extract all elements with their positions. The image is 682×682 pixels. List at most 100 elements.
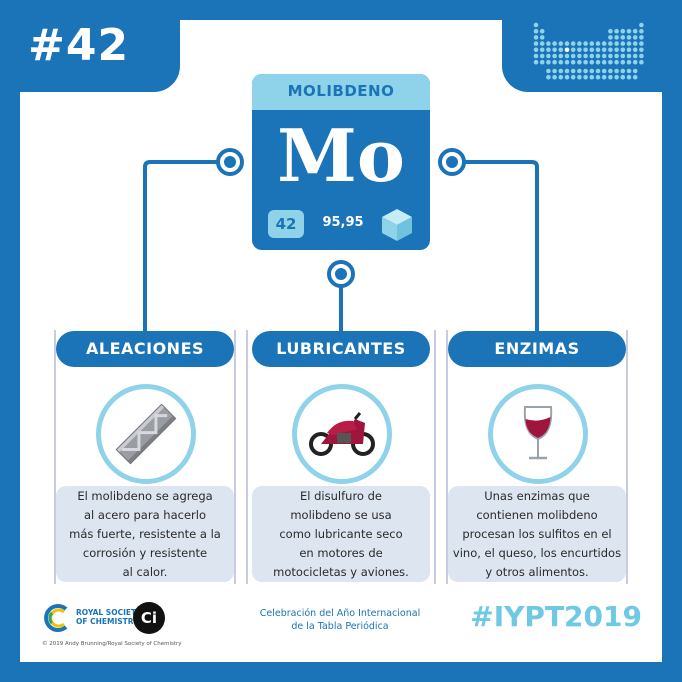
atomic-mass: 95,95 [322, 215, 364, 230]
element-dot [552, 59, 557, 65]
element-dot [583, 59, 588, 65]
copyright: © 2019 Andy Brunning/Royal Society of Ch… [42, 641, 182, 647]
description-line: y otros alimentos. [485, 565, 589, 579]
description-line: corrosión y resistente [82, 546, 208, 560]
description-line: más fuerte, resistente a la [69, 527, 221, 541]
element-dot [570, 47, 576, 53]
element-dot [639, 47, 644, 53]
element-dot [589, 41, 595, 46]
element-dot [620, 41, 626, 46]
element-dot [632, 41, 638, 46]
element-dot [589, 53, 595, 59]
element-dot [620, 47, 626, 53]
element-tile-header [252, 74, 430, 110]
element-dot [539, 59, 545, 65]
element-dot [632, 74, 638, 80]
element-dot [614, 47, 619, 53]
element-dot [601, 68, 607, 74]
caption-line: Celebración del Año Internacional [259, 608, 421, 619]
element-dot [601, 41, 607, 46]
element-name: MOLIBDENO [287, 82, 395, 100]
rsc-line: OF CHEMISTRY [76, 617, 139, 626]
description-line: en motores de [299, 546, 383, 560]
element-dot [589, 74, 595, 80]
element-dot [632, 68, 638, 74]
description-line: motocicletas y aviones. [273, 565, 409, 579]
element-dot [589, 59, 595, 65]
element-dot [626, 28, 632, 34]
element-dot [539, 47, 545, 53]
element-number: #42 [28, 20, 130, 71]
element-dot [583, 41, 588, 46]
wine-glass-icon [523, 406, 553, 460]
element-dot [577, 47, 582, 53]
element-dot [595, 53, 601, 59]
element-dot [632, 53, 638, 59]
column-divider [434, 330, 436, 584]
element-dot [614, 28, 619, 34]
element-dot [595, 41, 601, 46]
element-dot [614, 74, 619, 80]
description-aleaciones: El molibdeno se agrega al acero para hac… [56, 486, 234, 582]
element-dot [614, 53, 619, 59]
column-divider [234, 330, 236, 584]
element-dot [589, 47, 595, 53]
element-dot [614, 35, 619, 40]
cube-icon [382, 209, 412, 241]
element-dot [533, 35, 539, 40]
highlighted-element-dot [564, 47, 570, 53]
element-dot [533, 53, 539, 59]
description-line: al acero para hacerlo [84, 508, 206, 522]
element-dot [620, 74, 626, 80]
rsc-logo-text: ROYAL SOCIETY OF CHEMISTRY [76, 608, 142, 626]
element-dot [601, 74, 607, 80]
element-dot [608, 59, 613, 65]
element-dot [570, 59, 576, 65]
element-dot [608, 74, 613, 80]
atomic-number: 42 [268, 210, 304, 238]
steel-beam-icon [115, 403, 177, 465]
description-line: como lubricante seco [279, 527, 403, 541]
element-dot [583, 68, 588, 74]
element-dot [601, 59, 607, 65]
element-dot [539, 28, 545, 34]
element-dot [601, 53, 607, 59]
element-dot [533, 41, 539, 46]
description-line: contienen molibdeno [476, 508, 598, 522]
element-dot [608, 47, 613, 53]
element-dot [539, 53, 545, 59]
element-dot [564, 41, 570, 46]
element-dot [546, 74, 551, 80]
element-dot [620, 59, 626, 65]
element-dot [620, 68, 626, 74]
iypt-caption: Celebración del Año Internacional de la … [245, 607, 435, 633]
column-divider [446, 330, 448, 584]
column-divider [246, 330, 248, 584]
element-dot [614, 59, 619, 65]
ci-logo: Ci [133, 602, 165, 634]
element-dot [564, 74, 570, 80]
element-dot [546, 47, 551, 53]
enzyme-icon-circle [488, 384, 588, 484]
element-dot [552, 68, 557, 74]
element-dot [533, 47, 539, 53]
element-dot [614, 68, 619, 74]
rsc-line: ROYAL SOCIETY [76, 608, 142, 617]
element-dot [626, 53, 632, 59]
alloy-icon-circle [96, 384, 196, 484]
element-dot [533, 22, 539, 28]
number-tab [0, 0, 180, 92]
element-dot [539, 35, 545, 40]
element-dot [577, 74, 582, 80]
column-title-lubricantes: LUBRICANTES [252, 331, 430, 367]
description-line: El disulfuro de [300, 489, 382, 503]
element-dot [639, 28, 644, 34]
element-dot [639, 35, 644, 40]
element-dot [639, 22, 644, 28]
column-divider [54, 330, 56, 584]
element-dot [577, 59, 582, 65]
element-dot [546, 68, 551, 74]
element-dot [570, 53, 576, 59]
description-line: procesan los sulfitos en el [462, 527, 612, 541]
